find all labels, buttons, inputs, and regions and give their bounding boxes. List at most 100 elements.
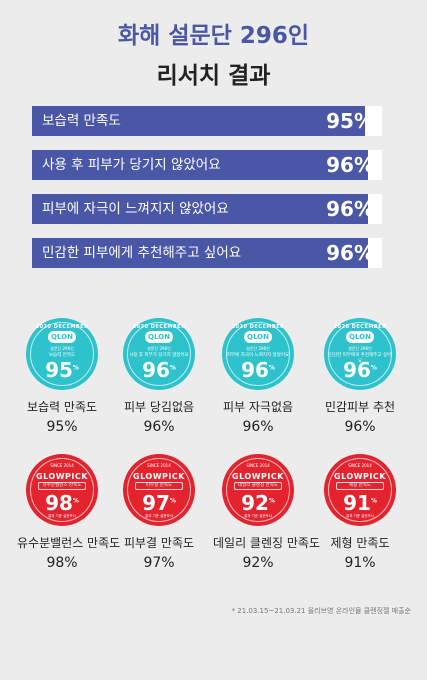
badge-ring	[30, 458, 94, 522]
glowpick-badge: SINCE 2014 GLOWPICK 피부결 만족도 97% 결과 기준 설문…	[123, 454, 195, 526]
badge-num: 92	[241, 491, 269, 515]
badge-bottom-text: 결과 기준 설문조사	[244, 514, 272, 518]
badge-value: 96%	[143, 419, 175, 435]
bar-fill	[32, 106, 365, 136]
badge-ring	[226, 458, 290, 522]
badge-ring	[328, 458, 392, 522]
badge-caption: 민감피부 추천	[324, 400, 396, 414]
glowpick-badge: SINCE 2014 GLOWPICK 데일리 클렌징 만족도 92% 결과 기…	[222, 454, 294, 526]
badge-cell: 2020 DECEMBER QLON 설문단 296인 사용 후 피부가 당기지…	[114, 318, 204, 435]
survey-bar: 보습력 만족도 95%	[32, 106, 382, 136]
bar-fill	[32, 194, 368, 224]
glowpick-logo: GLOWPICK	[133, 472, 185, 481]
badge-value: 96%	[242, 419, 274, 435]
badge-top-text: SINCE 2014	[50, 463, 74, 468]
survey-bar: 피부에 자극이 느껴지지 않았어요 96%	[32, 194, 382, 224]
badge-caption: 유수분밸런스 만족도	[17, 536, 121, 550]
badge-value: 92%	[242, 555, 274, 571]
badge-bottom-text: 결과 기준 설문조사	[145, 514, 173, 518]
badge-number: 96%	[222, 358, 294, 382]
qlon-badge: 2020 DECEMBER QLON 설문단 296인 사용 후 피부가 당기지…	[123, 318, 195, 390]
badge-sub: 설문단 296인	[50, 346, 74, 351]
badge-value: 96%	[344, 419, 376, 435]
qlon-badge: 2020 DECEMBER QLON 설문단 296인 민감한 피부에게 추천해…	[324, 318, 396, 390]
title-line-1: 화해 설문단 296인	[118, 23, 309, 49]
title-line-2: 리서치 결과	[156, 63, 271, 89]
qlon-badge: 2020 DECEMBER QLON 설문단 296인 피부에 자극이 느껴지지…	[222, 318, 294, 390]
badge-caption: 피부 자극없음	[222, 400, 294, 414]
badge-box-text: 제형 만족도	[336, 482, 384, 490]
badge-num: 96	[343, 358, 371, 382]
badge-number: 95%	[26, 358, 98, 382]
badge-number: 98%	[26, 491, 98, 515]
badge-sub: 설문단 296인	[147, 346, 171, 351]
badge-top-text: SINCE 2014	[246, 463, 270, 468]
bar-label: 피부에 자극이 느껴지지 않았어요	[42, 201, 229, 217]
badge-small: 사용 후 피부가 당기지 않았어요	[129, 353, 189, 358]
badge-num: 95	[45, 358, 73, 382]
badge-number: 96%	[123, 358, 195, 382]
badge-value: 91%	[344, 555, 376, 571]
survey-bar: 민감한 피부에게 추천해주고 싶어요 96%	[32, 238, 382, 268]
bar-label: 민감한 피부에게 추천해주고 싶어요	[42, 245, 242, 261]
badge-pct: %	[268, 497, 275, 505]
footnote: * 21.03.15~21.03.21 올리브영 온라인몰 클렌징젤 매출순	[231, 607, 411, 615]
badge-num: 91	[343, 491, 371, 515]
badge-value: 95%	[46, 419, 78, 435]
qlon-badge: 2020 DECEMBER QLON 설문단 296인 보습력 만족도 95%	[26, 318, 98, 390]
bar-value: 96%	[326, 241, 374, 265]
badge-pct: %	[72, 497, 79, 505]
badge-value: 98%	[46, 555, 78, 571]
bar-label: 보습력 만족도	[42, 113, 121, 129]
bar-fill	[32, 238, 368, 268]
badge-pct: %	[370, 364, 377, 372]
survey-bars: 보습력 만족도 95% 사용 후 피부가 당기지 않았어요 96% 피부에 자극…	[32, 106, 382, 282]
bar-fill	[32, 150, 368, 180]
badge-arc-text: 2020 DECEMBER	[333, 324, 387, 330]
badge-num: 97	[142, 491, 170, 515]
badge-arc-text: 2020 DECEMBER	[132, 324, 186, 330]
badge-top-text: SINCE 2014	[147, 463, 171, 468]
bar-value: 95%	[326, 109, 374, 133]
badge-top-text: SINCE 2014	[348, 463, 372, 468]
badge-sub: 설문단 296인	[246, 346, 270, 351]
badge-arc-text: 2020 DECEMBER	[231, 324, 285, 330]
badge-ring	[30, 322, 94, 386]
glowpick-logo: GLOWPICK	[36, 472, 88, 481]
glowpick-logo: GLOWPICK	[334, 472, 386, 481]
badge-ring	[328, 322, 392, 386]
qlon-logo: QLON	[145, 331, 173, 343]
badge-bottom-text: 결과 기준 설문조사	[346, 514, 374, 518]
bar-value: 96%	[326, 197, 374, 221]
badge-box-text: 데일리 클렌징 만족도	[234, 482, 282, 490]
badge-cell: SINCE 2014 GLOWPICK 데일리 클렌징 만족도 92% 결과 기…	[213, 454, 320, 571]
badge-small: 민감한 피부에게 추천해주고 싶어요	[328, 353, 392, 364]
glowpick-badge: SINCE 2014 GLOWPICK 유수분밸런스 만족도 98% 결과 기준…	[26, 454, 98, 526]
badge-ring	[127, 458, 191, 522]
badge-cell: SINCE 2014 GLOWPICK 유수분밸런스 만족도 98% 결과 기준…	[17, 454, 121, 571]
badge-box-text: 유수분밸런스 만족도	[38, 482, 86, 490]
badge-sub: 설문단 296인	[348, 346, 372, 351]
badge-num: 96	[142, 358, 170, 382]
badge-value: 97%	[143, 555, 175, 571]
badge-number: 92%	[222, 491, 294, 515]
badge-box-text: 피부결 만족도	[135, 482, 183, 490]
badge-caption: 피부결 만족도	[123, 536, 195, 550]
badge-pct: %	[72, 364, 79, 372]
bar-value: 96%	[326, 153, 374, 177]
badge-number: 96%	[324, 358, 396, 382]
badge-pct: %	[169, 364, 176, 372]
badge-pct: %	[370, 497, 377, 505]
badge-number: 97%	[123, 491, 195, 515]
bar-label: 사용 후 피부가 당기지 않았어요	[42, 157, 221, 173]
badge-caption: 데일리 클렌징 만족도	[213, 536, 320, 550]
badge-ring	[127, 322, 191, 386]
badge-arc-text: 2020 DECEMBER	[35, 324, 89, 330]
badge-bottom-text: 결과 기준 설문조사	[48, 514, 76, 518]
badge-pct: %	[268, 364, 275, 372]
qlon-logo: QLON	[244, 331, 272, 343]
badge-ring	[226, 322, 290, 386]
badge-small: 보습력 만족도	[48, 353, 76, 358]
badge-caption: 보습력 만족도	[26, 400, 98, 414]
badge-cell: 2020 DECEMBER QLON 설문단 296인 보습력 만족도 95% …	[17, 318, 107, 435]
